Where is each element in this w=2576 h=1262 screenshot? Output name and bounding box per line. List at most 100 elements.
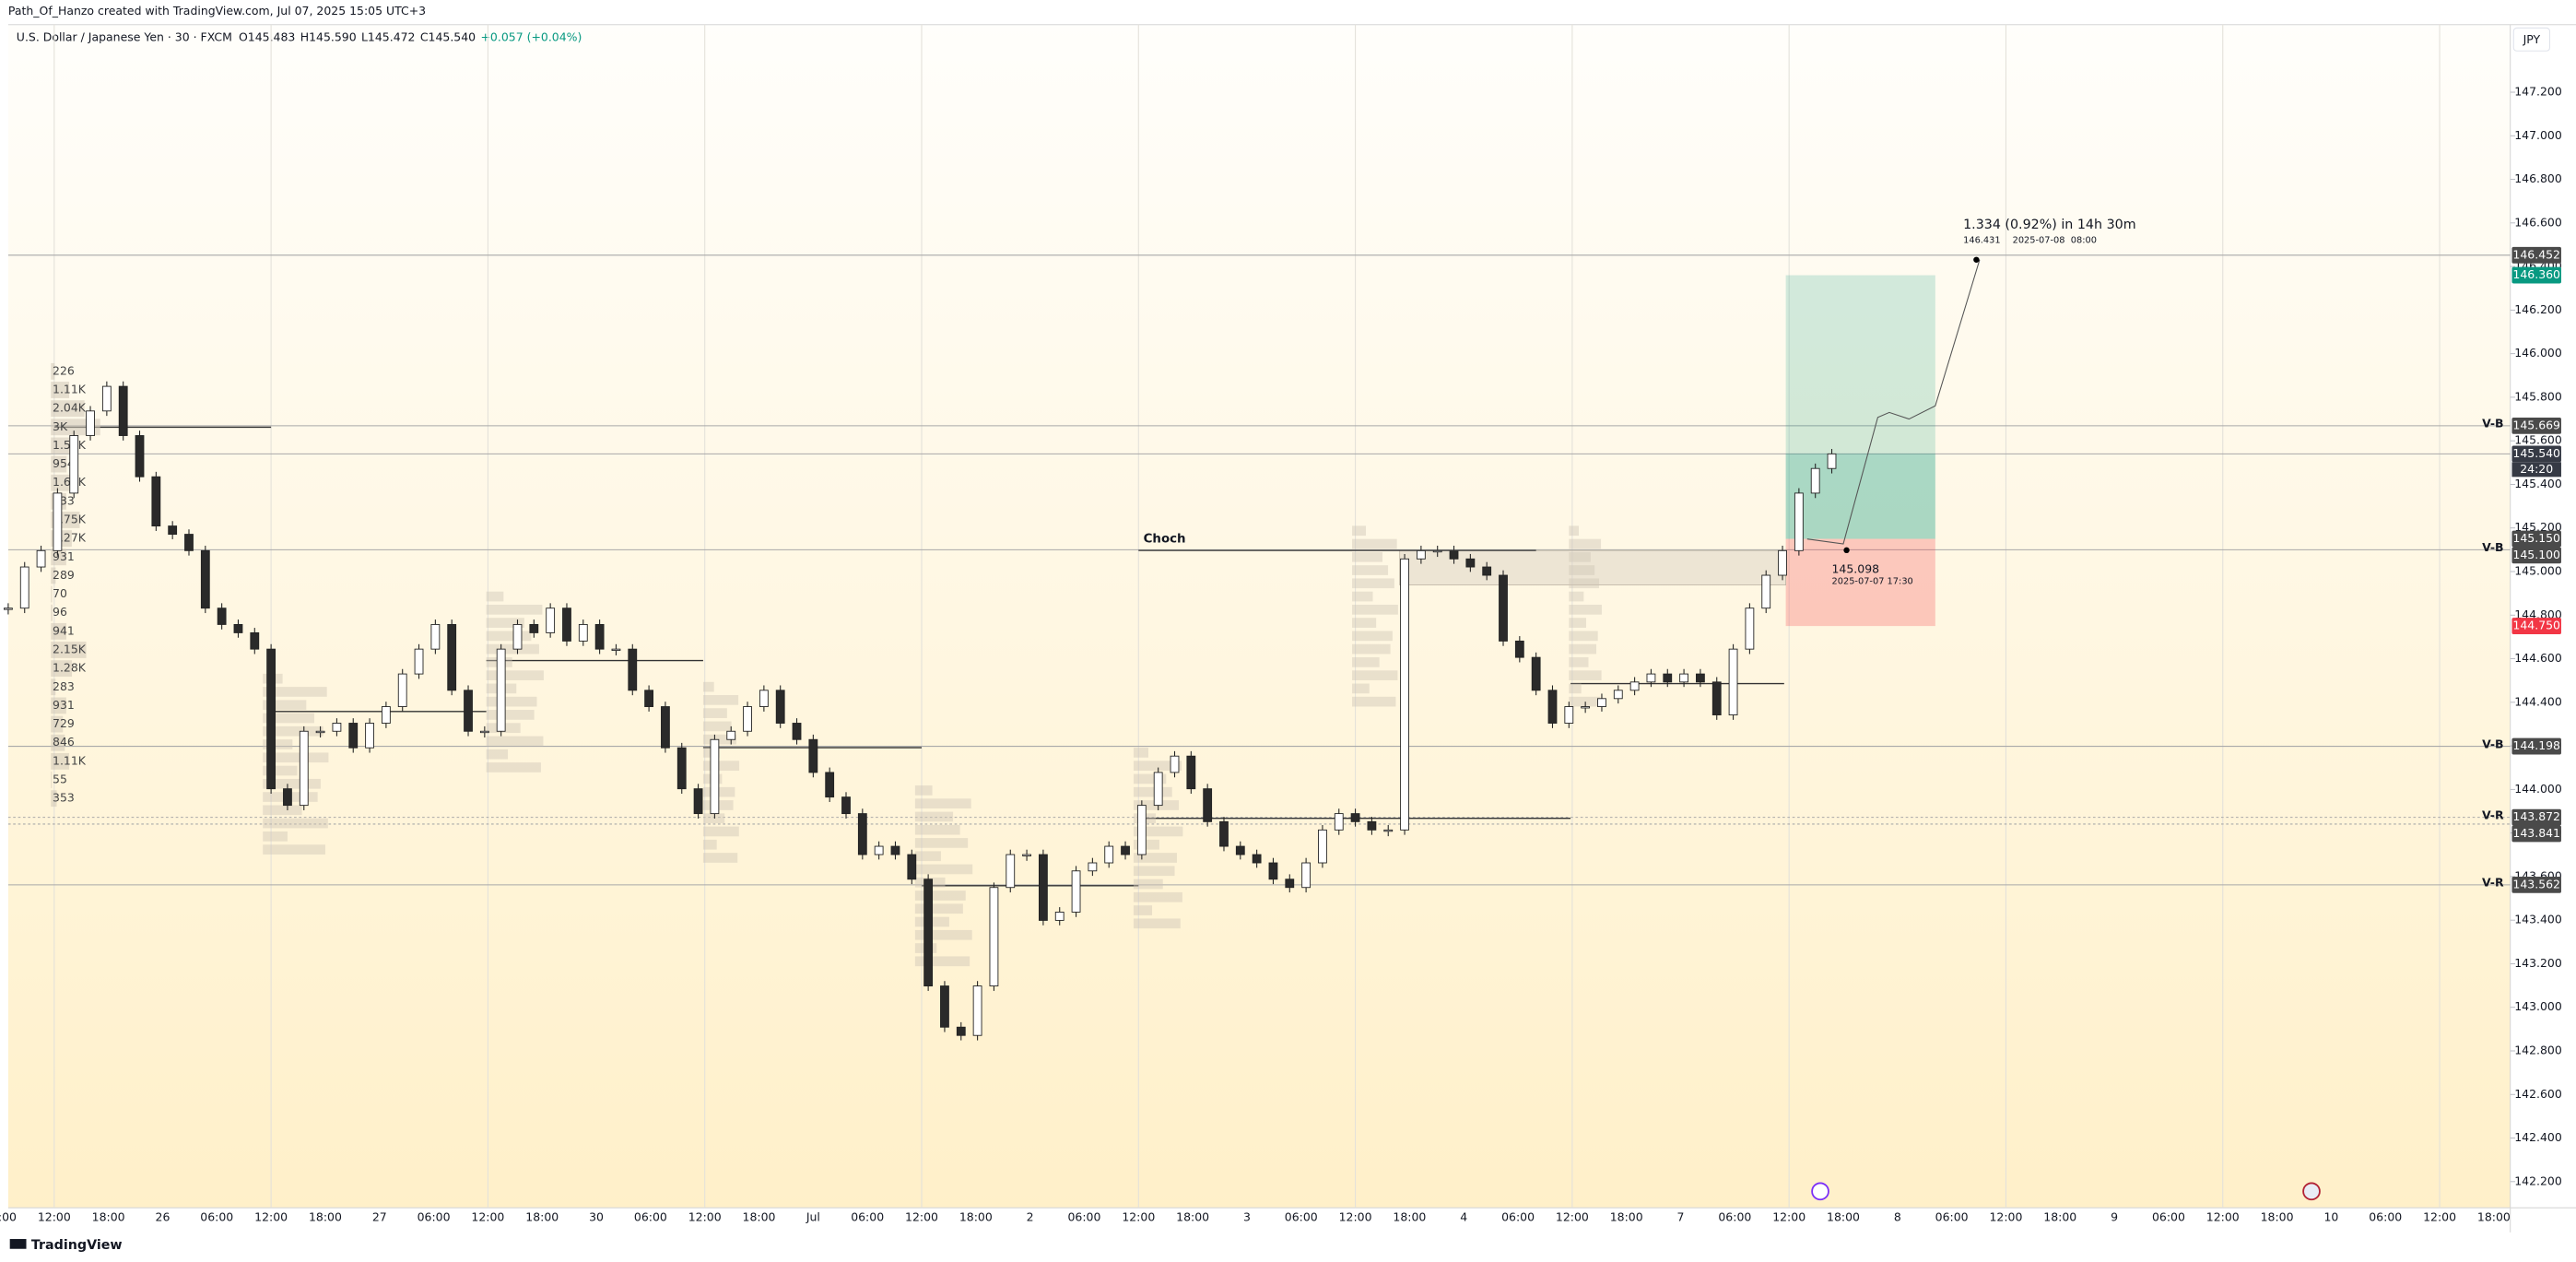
x-tick-label: 7 [1677, 1209, 1685, 1223]
candle [644, 690, 653, 707]
profile-bar [1352, 578, 1394, 589]
candle [1810, 467, 1820, 494]
candle [1400, 558, 1409, 831]
x-tick-label: 12:00 [1122, 1209, 1155, 1223]
price-badge-label: 146.360 [2512, 267, 2560, 281]
candle [365, 723, 374, 749]
profile-bar [263, 687, 327, 697]
candle [841, 796, 851, 815]
profile-bar [702, 734, 736, 745]
x-tick-label: 06:00 [1718, 1209, 1751, 1223]
price-badge [2511, 876, 2561, 893]
ohlc-value: H145.590 [300, 29, 357, 43]
profile-bar [914, 824, 960, 835]
x-tick-label: 26 [156, 1209, 171, 1223]
countdown: 24:20 [2520, 462, 2553, 476]
candle [611, 648, 621, 652]
profile-bar [486, 631, 532, 642]
event-icon[interactable] [2302, 1182, 2321, 1201]
choch-label: Choch [1144, 533, 1186, 547]
profile-bar [51, 604, 53, 621]
projection-time: 2025-07-08 08:00 [2013, 235, 2097, 245]
candle [972, 985, 982, 1036]
candle [332, 723, 342, 732]
candle [1071, 870, 1081, 913]
candle [529, 623, 539, 633]
profile-bar [51, 790, 57, 808]
candle [200, 549, 210, 609]
profile-bar [51, 382, 70, 398]
candle [1745, 607, 1755, 650]
profile-bar [51, 715, 64, 733]
profile-bar [263, 765, 298, 776]
profile-bar [486, 604, 543, 615]
profile-label: 283 [53, 679, 75, 693]
candle [19, 566, 29, 609]
profile-bar [1352, 670, 1398, 680]
profile-bar [51, 455, 67, 473]
x-tick-label: 18:00 [1176, 1209, 1209, 1223]
candle [1318, 829, 1327, 864]
y-tick-label: 143.400 [2514, 913, 2562, 926]
y-tick-label: 146.800 [2514, 171, 2562, 185]
profile-label: 2.15K [53, 642, 87, 655]
x-tick-label: 12:00 [1989, 1209, 2022, 1223]
profile-bar [263, 713, 314, 724]
price-badge-label: 145.100 [2512, 548, 2560, 561]
candle [1252, 854, 1262, 864]
candle [1564, 706, 1574, 724]
candle [1039, 854, 1048, 921]
x-tick-label: 18:00 [2261, 1209, 2294, 1223]
x-tick-label: 06:00 [2152, 1209, 2185, 1223]
x-tick-label: 8 [1894, 1209, 1901, 1223]
profile-bar [1133, 786, 1172, 797]
candle [628, 648, 638, 691]
profile-bar [914, 864, 973, 875]
candle [299, 730, 309, 807]
event-icon[interactable] [1811, 1182, 1829, 1201]
profile-bar [914, 838, 969, 848]
y-tick-label: 145.200 [2514, 520, 2562, 534]
profile-bar [51, 772, 53, 788]
candle [430, 623, 441, 650]
profile-bar [486, 670, 544, 680]
y-tick-label: 145.800 [2514, 389, 2562, 403]
profile-label: 1.11K [53, 753, 87, 767]
profile-bar [914, 811, 954, 822]
profile-bar [51, 567, 56, 584]
y-tick-label: 146.600 [2514, 215, 2562, 229]
profile-bar [1133, 748, 1148, 758]
currency-button[interactable] [2512, 27, 2551, 52]
profile-bar [51, 585, 53, 603]
plot-area [7, 24, 2511, 1209]
candle [1465, 558, 1476, 568]
candle [168, 525, 178, 536]
price-badge-label: 143.841 [2512, 826, 2560, 840]
profile-label: 1.28K [53, 661, 87, 675]
candle [1054, 911, 1065, 921]
profile-bar [1352, 525, 1366, 537]
candle [693, 788, 703, 815]
candle [283, 788, 292, 807]
price-badge [2511, 825, 2561, 843]
profile-bar [1569, 551, 1591, 562]
candle [1646, 673, 1656, 683]
x-tick-label: 27 [372, 1209, 387, 1223]
profile-bar [1133, 826, 1183, 837]
candle [792, 723, 802, 740]
profile-bar [702, 695, 739, 705]
profile-bar [263, 725, 323, 737]
profile-bar [1569, 657, 1589, 667]
candle [233, 623, 243, 633]
profile-bar [1569, 618, 1586, 628]
y-tick-label: 147.000 [2514, 128, 2562, 142]
candle [989, 887, 999, 987]
price-badge-label: 143.872 [2512, 809, 2560, 823]
candle [1663, 673, 1673, 683]
profile-bar [914, 851, 941, 862]
price-badge [2511, 417, 2561, 434]
candle [578, 623, 588, 642]
candle [1219, 820, 1229, 847]
candle [1153, 772, 1163, 807]
symbol: U.S. Dollar / Japanese Yen · 30 · FXCM [17, 29, 232, 43]
